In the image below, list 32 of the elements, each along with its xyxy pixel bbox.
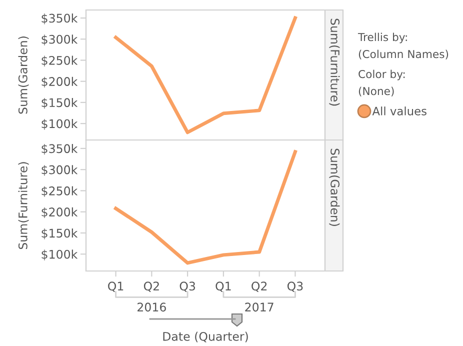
x-tick-label: Q2 xyxy=(144,282,159,292)
y-tick-label: $100k xyxy=(42,119,78,130)
legend-label: All values xyxy=(372,106,426,116)
x-tick-label: Q3 xyxy=(287,282,303,292)
y-tick-label: $250k xyxy=(42,56,78,66)
x-tick-label: Q3 xyxy=(180,282,196,292)
text: Color by: xyxy=(358,70,405,80)
y-tick-label: $250k xyxy=(42,186,78,197)
x-tick-label: Q1 xyxy=(108,282,124,292)
line-series xyxy=(114,150,297,265)
text: Sum(Furniture) xyxy=(329,18,340,106)
text: Trellis by: xyxy=(358,32,407,44)
y-tick-label: $100k xyxy=(42,250,78,260)
y-tick-label: $200k xyxy=(42,76,78,88)
y-tick-label: $150k xyxy=(42,228,78,240)
y-tick-label: $300k xyxy=(42,165,78,176)
y-tick-label: $350k xyxy=(42,144,78,155)
text: (None) xyxy=(358,86,394,96)
x-tick-label: Q1 xyxy=(216,282,231,292)
text: Sum(Garden) xyxy=(329,148,340,226)
text: 2017 xyxy=(245,302,274,312)
line-series xyxy=(114,16,297,134)
y-axis-title: Sum(Garden) xyxy=(18,36,29,114)
y-tick-label: $300k xyxy=(42,34,78,46)
y-axis-title: Sum(Furniture) xyxy=(18,162,29,250)
text: 2016 xyxy=(138,302,166,312)
y-tick-label: $150k xyxy=(42,98,78,109)
text: (Column Names) xyxy=(358,50,448,60)
y-tick-label: $350k xyxy=(42,14,78,24)
x-tick-label: Q2 xyxy=(252,282,267,292)
y-tick-label: $200k xyxy=(42,207,78,218)
x-axis-title: Date (Quarter) xyxy=(163,332,248,342)
